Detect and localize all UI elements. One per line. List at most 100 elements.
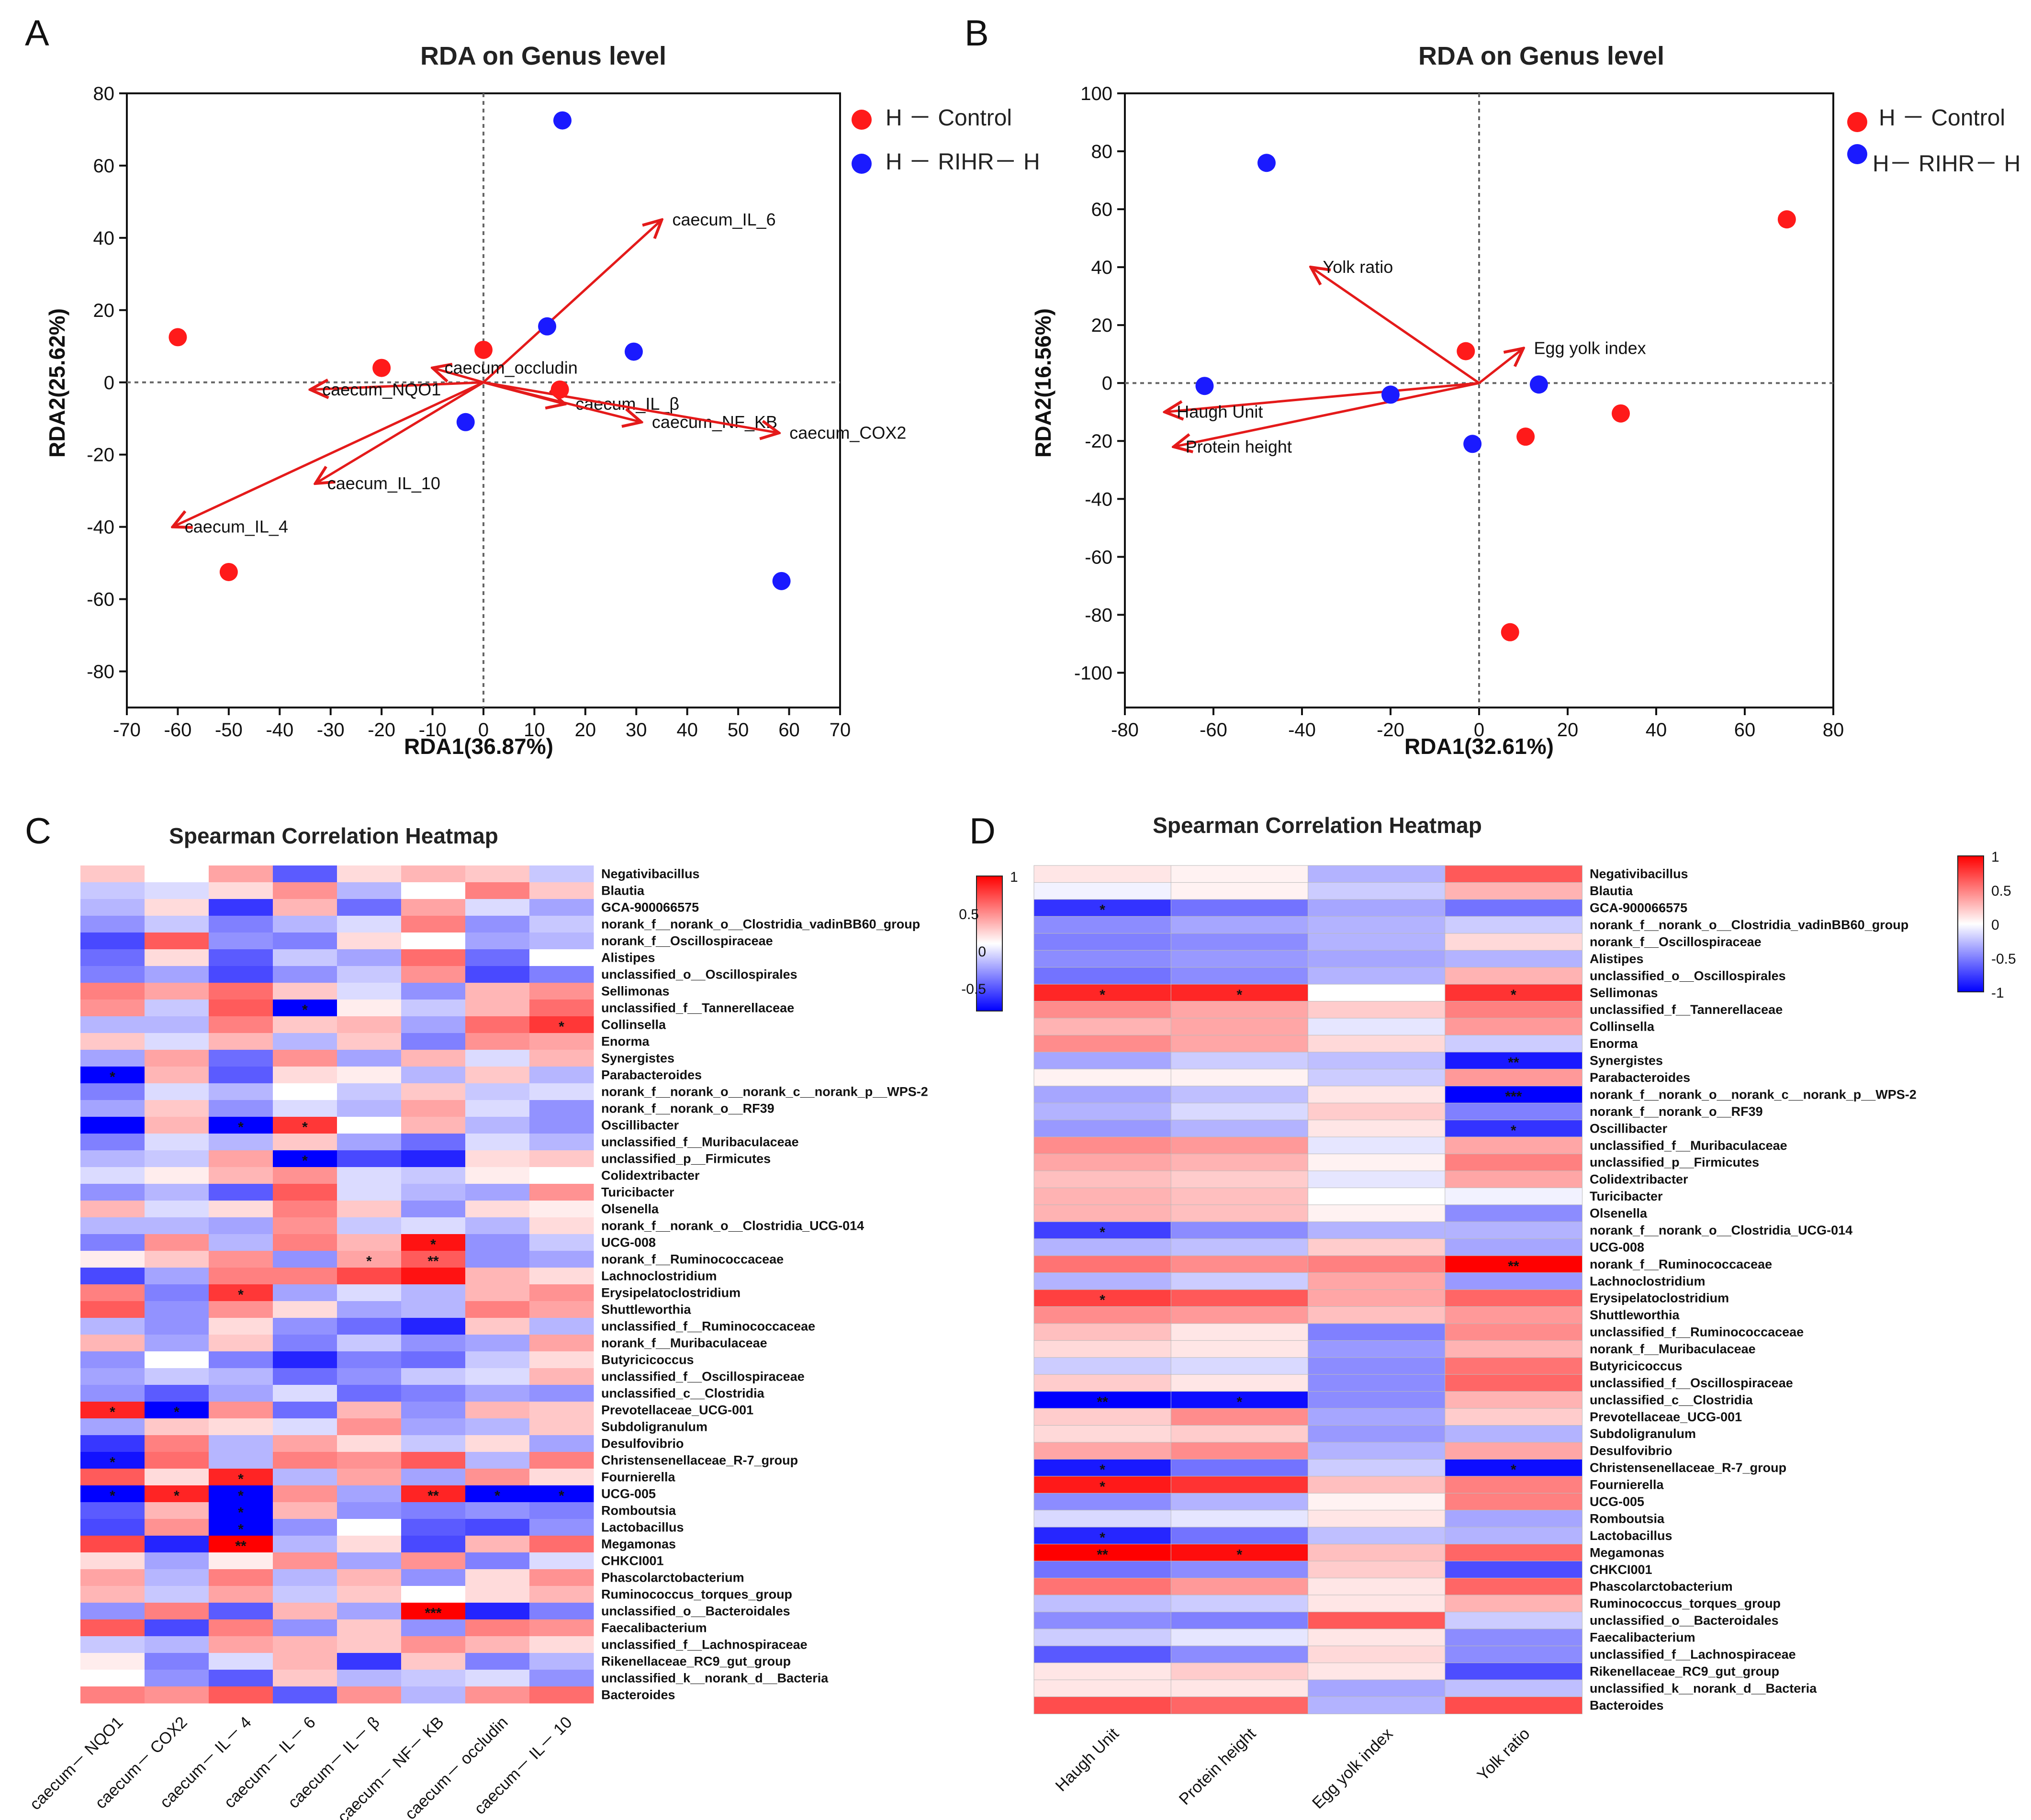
heatmap-c-cell — [273, 1435, 337, 1452]
heatmap-d-cell — [1170, 1136, 1309, 1155]
heatmap-c-cell — [145, 1201, 209, 1218]
heatmap-d-cell — [1308, 1408, 1446, 1426]
heatmap-d-cell — [1308, 882, 1446, 900]
heatmap-d-cell — [1033, 1034, 1172, 1053]
heatmap-d-cell — [1445, 1272, 1582, 1291]
heatmap-d-cell — [1308, 1527, 1446, 1545]
heatmap-c-cell — [273, 1603, 337, 1620]
heatmap-c-cell — [337, 983, 402, 1000]
heatmap-c-cell — [529, 1603, 594, 1620]
heatmap-d-row-label: unclassified_p__Firmicutes — [1590, 1155, 1759, 1169]
heatmap-c-cell — [465, 1234, 530, 1251]
heatmap-c-cell — [80, 1552, 145, 1570]
heatmap-c-cell — [80, 1418, 145, 1436]
heatmap-c-cell — [401, 1385, 466, 1402]
heatmap-d-cell — [1033, 1595, 1172, 1613]
rda-a-ytick-label: 40 — [93, 228, 115, 249]
heatmap-d-cell — [1170, 1289, 1309, 1307]
heatmap-c-cell — [401, 932, 466, 950]
heatmap-c-row-label: norank_f__norank_o__RF39 — [601, 1101, 774, 1116]
heatmap-c-cell — [80, 865, 145, 883]
heatmap-d-cell — [1170, 1510, 1309, 1528]
heatmap-c-cell — [465, 1686, 530, 1704]
heatmap-d-cell — [1445, 1086, 1582, 1104]
heatmap-c-cell — [401, 1301, 466, 1318]
heatmap-c-cell — [465, 1318, 530, 1335]
rda-a-control-point — [372, 359, 391, 377]
heatmap-d-cell — [1033, 1102, 1172, 1121]
heatmap-c-cell — [209, 1000, 273, 1017]
heatmap-c-cell — [209, 1167, 273, 1184]
heatmap-d-cell — [1308, 1696, 1446, 1715]
heatmap-d-cell — [1308, 1289, 1446, 1307]
heatmap-c-cell — [80, 949, 145, 966]
heatmap-c-cell — [209, 1251, 273, 1268]
heatmap-d-row-label: norank_f__norank_o__Clostridia_vadinBB60… — [1590, 918, 1908, 932]
heatmap-c-cell — [337, 899, 402, 916]
heatmap-c-cell — [465, 983, 530, 1000]
heatmap-c-cell — [465, 1653, 530, 1670]
heatmap-d-cell — [1170, 1187, 1309, 1205]
heatmap-d-cell — [1033, 882, 1172, 900]
heatmap-c-cell — [401, 1552, 466, 1570]
rda-a-xtick-label: 70 — [830, 719, 851, 741]
heatmap-c-cell — [529, 1469, 594, 1486]
heatmap-c-cell — [465, 1402, 530, 1419]
heatmap-c-row-label: Turicibacter — [601, 1185, 674, 1200]
heatmap-c-cell — [80, 1519, 145, 1536]
heatmap-d-cell — [1170, 1306, 1309, 1324]
heatmap-c-cell — [209, 1284, 273, 1302]
heatmap-c-cell — [80, 1435, 145, 1452]
heatmap-d-cell — [1308, 1340, 1446, 1358]
heatmap-c-cell — [401, 966, 466, 983]
heatmap-c-significance-mark: * — [238, 1120, 244, 1135]
heatmap-d-cell — [1033, 1527, 1172, 1545]
heatmap-d-cell — [1308, 933, 1446, 951]
rda-a-xtick-label: -60 — [164, 719, 192, 741]
heatmap-c-row-label: norank_f__norank_o__Clostridia_vadinBB60… — [601, 917, 920, 932]
heatmap-c-significance-mark: * — [559, 1019, 564, 1035]
heatmap-c-cell — [273, 1033, 337, 1050]
rda-a-ytick-label: 80 — [93, 83, 115, 104]
heatmap-c-cell — [80, 1452, 145, 1469]
rda-plot-b: RDA on Genus level -80 -60 -40 -20 0 20 40 60 80… — [1031, 42, 2020, 759]
heatmap-c-cell — [465, 1335, 530, 1352]
heatmap-c-cell — [80, 1117, 145, 1134]
heatmap-c-cell — [465, 1251, 530, 1268]
colorbar-d-tick-1: 0.5 — [1991, 883, 2011, 899]
heatmap-c-cell — [209, 983, 273, 1000]
heatmap-c-cell — [273, 1318, 337, 1335]
heatmap-d-cell — [1308, 1255, 1446, 1273]
legend-a-control-label: H － Control — [886, 105, 1012, 131]
heatmap-c-cell — [337, 1519, 402, 1536]
heatmap-d-row-label: unclassified_o__Oscillospirales — [1590, 968, 1786, 983]
heatmap-c-cell — [80, 1653, 145, 1670]
heatmap-c-cell — [145, 1418, 209, 1436]
rda-a-rihr-point — [456, 413, 475, 431]
heatmap-d-cell — [1445, 916, 1582, 934]
heatmap-c-cell — [273, 1016, 337, 1034]
heatmap-d-row-label: Lactobacillus — [1590, 1528, 1672, 1543]
heatmap-c-cell — [401, 949, 466, 966]
heatmap-c-cell — [337, 1536, 402, 1553]
heatmap-d-cell — [1445, 1170, 1582, 1189]
rda-b-xtick-label: -80 — [1111, 719, 1139, 741]
rda-a-vector-label: caecum_IL_6 — [673, 210, 776, 229]
rda-b-xtick-label: 0 — [1474, 719, 1484, 741]
heatmap-c-row-label: Lactobacillus — [601, 1520, 684, 1535]
heatmap-c-cell — [145, 1284, 209, 1302]
heatmap-c-cell — [465, 899, 530, 916]
rda-b-xtick-label: 60 — [1734, 719, 1756, 741]
heatmap-d-cell — [1308, 1153, 1446, 1171]
heatmap-d-cell — [1308, 1238, 1446, 1257]
heatmap-d-cell — [1308, 1595, 1446, 1613]
heatmap-c-row-label: Fournierella — [601, 1470, 676, 1484]
heatmap-c-cell — [337, 1552, 402, 1570]
heatmap-d-cell — [1033, 1018, 1172, 1036]
heatmap-c-row-label: Sellimonas — [601, 984, 670, 999]
heatmap-c-cell — [529, 1452, 594, 1469]
heatmap-d-cell — [1308, 1221, 1446, 1239]
heatmap-d-cell — [1170, 882, 1309, 900]
heatmap-c-cell — [209, 1536, 273, 1553]
